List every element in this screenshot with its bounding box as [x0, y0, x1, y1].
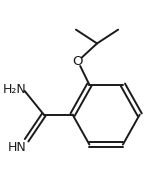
- Text: O: O: [73, 55, 83, 68]
- Text: HN: HN: [8, 141, 26, 154]
- Text: H₂N: H₂N: [3, 83, 27, 95]
